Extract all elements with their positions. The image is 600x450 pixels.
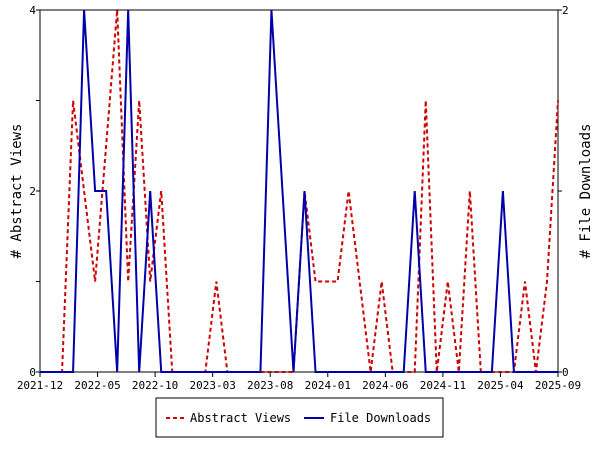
x-axis-ticks: 2021-12 2022-05 2022-10 2023-03 2023-08 2024-… [17, 372, 581, 392]
x-tick-label: 2024-06 [362, 379, 408, 392]
y-axis-left-title: # Abstract Views [9, 124, 25, 259]
x-tick-label: 2025-09 [535, 379, 581, 392]
series-layer [40, 9, 559, 373]
x-tick-label: 2023-08 [247, 379, 293, 392]
series-line-abstract-views [40, 9, 559, 373]
x-tick-label: 2023-03 [189, 379, 235, 392]
x-tick-label: 2024-11 [420, 379, 466, 392]
legend-box [155, 397, 444, 438]
y-left-tick-label: 2 [29, 185, 36, 198]
x-tick-label: 2021-12 [17, 379, 63, 392]
y-right-tick-label: 0 [562, 366, 569, 379]
y-left-tick-label: 0 [29, 366, 36, 379]
legend-label-file-downloads: File Downloads [330, 411, 431, 425]
x-tick-label: 2025-04 [477, 379, 524, 392]
x-tick-label: 2022-05 [74, 379, 120, 392]
y-axis-left-ticks: 0 2 4 [29, 4, 40, 379]
x-tick-label: 2024-01 [305, 379, 351, 392]
y-axis-right-title: # File Downloads [578, 124, 594, 259]
y-right-tick-label: 2 [562, 4, 569, 17]
plot-area [39, 9, 559, 373]
legend: Abstract Views File Downloads [155, 397, 444, 438]
y-left-tick-label: 4 [29, 4, 36, 17]
y-axis-right-ticks: 02 [558, 4, 569, 379]
legend-label-abstract-views: Abstract Views [190, 411, 291, 425]
series-line-file-downloads [40, 9, 558, 373]
x-tick-label: 2022-10 [132, 379, 178, 392]
